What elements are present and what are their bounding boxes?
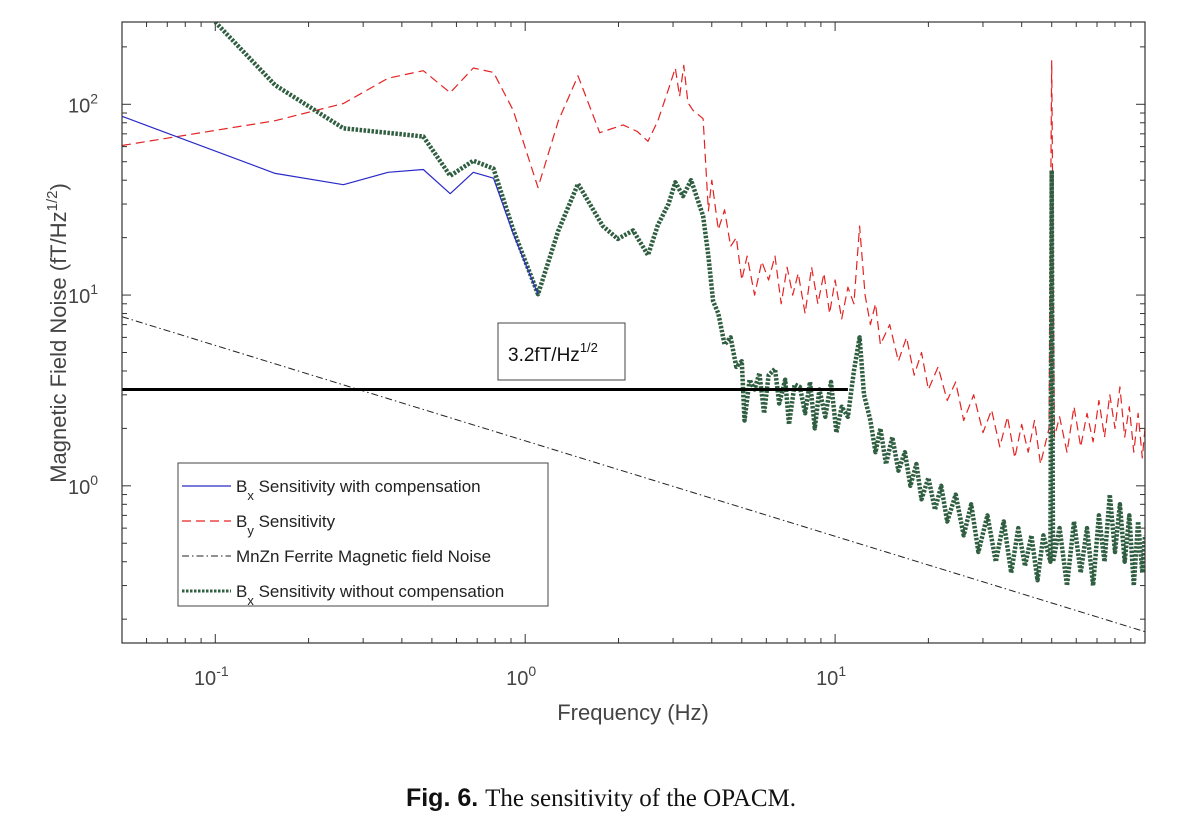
- series-line-2: [122, 316, 1145, 633]
- x-tick-exp: -1: [216, 663, 229, 679]
- figure-caption: Fig. 6. The sensitivity of the OPACM.: [0, 784, 1202, 813]
- figure-label: Fig. 6.: [405, 784, 479, 812]
- x-tick-base: 10: [506, 668, 528, 690]
- annotation-text: 3.2fT/Hz1/2: [508, 340, 598, 366]
- legend-label-0: Bx Sensitivity with compensation: [236, 477, 481, 503]
- legend-label-main: B: [236, 582, 247, 601]
- y-axis-label-sup: 1/2: [44, 191, 61, 212]
- x-tick-label: 101: [816, 663, 846, 690]
- y-tick-label: 100: [68, 472, 98, 499]
- caption-text: The sensitivity of the OPACM.: [485, 785, 797, 812]
- y-axis-label-end: ): [46, 183, 71, 190]
- axes-box: [121, 21, 1146, 644]
- series-line-0: [122, 115, 539, 295]
- annotation-text-main: 3.2fT/Hz: [508, 345, 580, 366]
- x-tick-label: 100: [506, 663, 536, 690]
- x-tick-base: 10: [194, 668, 216, 690]
- x-tick-exp: 0: [528, 663, 536, 679]
- annotation-box: [497, 322, 626, 381]
- legend-label-main: B: [236, 512, 247, 531]
- legend-label-main: MnZn Ferrite Magnetic field Noise: [236, 547, 491, 566]
- x-tick-label: 10-1: [194, 663, 229, 690]
- y-tick-exp: 1: [90, 281, 98, 297]
- legend-label-2: MnZn Ferrite Magnetic field Noise: [236, 547, 491, 566]
- legend-label-3: Bx Sensitivity without compensation: [236, 582, 504, 608]
- series-line-1: [122, 59, 1145, 465]
- y-tick-base: 10: [68, 95, 90, 117]
- y-tick-exp: 2: [90, 90, 98, 106]
- legend-label-rest: Sensitivity: [254, 512, 336, 531]
- y-tick-label: 101: [68, 281, 98, 308]
- plot-area: [122, 22, 1145, 633]
- y-tick-label: 102: [68, 90, 98, 117]
- y-axis-label: Magnetic Field Noise (fT/Hz1/2): [44, 183, 71, 483]
- y-tick-base: 10: [68, 286, 90, 308]
- y-tick-base: 10: [68, 477, 90, 499]
- x-axis-label: Frequency (Hz): [557, 700, 709, 725]
- annotation-text-sup: 1/2: [580, 340, 598, 355]
- legend-label-sub: x: [247, 488, 254, 503]
- legend-label-main: B: [236, 477, 247, 496]
- legend-box: [177, 462, 549, 607]
- legend-label-rest: Sensitivity without compensation: [254, 582, 504, 601]
- legend-label-rest: Sensitivity with compensation: [254, 477, 481, 496]
- legend-label-sub: y: [247, 523, 254, 538]
- legend-label-1: By Sensitivity: [236, 512, 336, 538]
- series-line-3: [213, 22, 1145, 588]
- y-tick-exp: 0: [90, 472, 98, 488]
- x-tick-base: 10: [816, 668, 838, 690]
- x-tick-exp: 1: [838, 663, 846, 679]
- legend-label-sub: x: [247, 593, 254, 608]
- y-axis-label-main: Magnetic Field Noise (fT/Hz: [46, 211, 71, 482]
